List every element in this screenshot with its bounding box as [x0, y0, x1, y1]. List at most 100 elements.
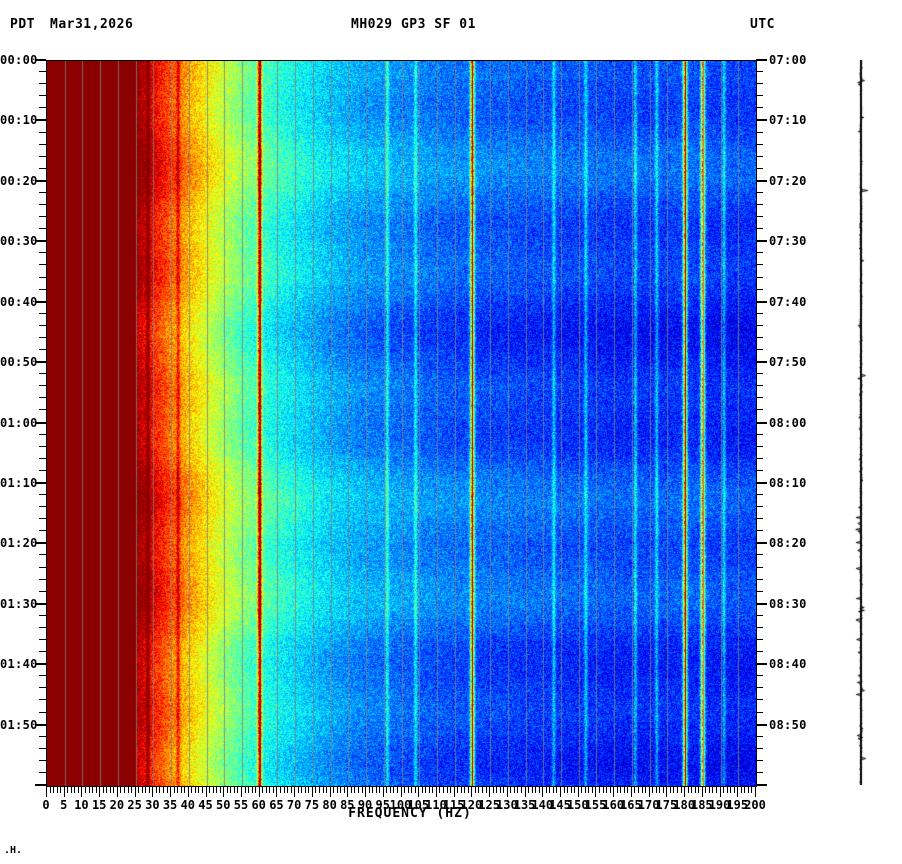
- y-tick-minor-right: [756, 191, 763, 193]
- x-label-160hz: 160: [602, 798, 625, 812]
- x-tick-minor: [411, 787, 412, 793]
- x-tick-minor: [439, 787, 440, 793]
- y-label-left-00-20: 00:20: [0, 173, 38, 188]
- x-tick-minor: [716, 787, 717, 793]
- x-tick-minor: [284, 787, 285, 793]
- y-tick-major-left: [35, 723, 46, 726]
- y-tick-major-left: [35, 361, 46, 364]
- x-tick-minor: [344, 787, 345, 793]
- x-tick-minor: [496, 787, 497, 793]
- corner-mark: .H.: [4, 845, 23, 856]
- x-tick-minor: [624, 787, 625, 793]
- y-tick-minor-right: [756, 759, 763, 761]
- x-tick-minor: [315, 787, 316, 793]
- x-tick-minor: [748, 787, 749, 793]
- y-tick-minor-right: [756, 445, 763, 447]
- x-tick-minor: [227, 787, 228, 793]
- y-tick-major-left: [35, 179, 46, 182]
- x-tick-major: [613, 787, 614, 797]
- x-tick-minor: [730, 787, 731, 793]
- y-tick-major-left: [35, 300, 46, 303]
- y-tick-major-right: [756, 240, 767, 243]
- y-tick-minor-left: [39, 578, 46, 580]
- y-tick-minor-right: [756, 578, 763, 580]
- x-tick-minor: [301, 787, 302, 793]
- x-tick-minor: [248, 787, 249, 793]
- spectrogram-plot[interactable]: [46, 60, 757, 787]
- x-tick-minor: [128, 787, 129, 793]
- x-label-50hz: 50: [216, 798, 231, 812]
- x-tick-minor: [450, 787, 451, 793]
- x-tick-minor: [60, 787, 61, 793]
- x-tick-minor: [408, 787, 409, 793]
- x-tick-minor: [546, 787, 547, 793]
- x-tick-minor: [145, 787, 146, 793]
- y-label-left-00-30: 00:30: [0, 234, 38, 249]
- x-label-190hz: 190: [708, 798, 731, 812]
- y-tick-major-right: [756, 602, 767, 605]
- x-tick-major: [684, 787, 685, 797]
- x-tick-minor: [535, 787, 536, 793]
- y-tick-minor-right: [756, 771, 763, 773]
- y-tick-minor-left: [39, 711, 46, 713]
- y-tick-minor-right: [756, 457, 763, 459]
- y-tick-minor-left: [39, 699, 46, 701]
- x-tick-minor: [415, 787, 416, 793]
- x-tick-minor: [326, 787, 327, 793]
- x-tick-minor: [581, 787, 582, 793]
- x-label-185hz: 185: [690, 798, 713, 812]
- x-label-155hz: 155: [584, 798, 607, 812]
- x-tick-minor: [369, 787, 370, 793]
- x-tick-minor: [245, 787, 246, 793]
- x-tick-minor: [549, 787, 550, 793]
- x-tick-major: [241, 787, 242, 797]
- x-tick-minor: [142, 787, 143, 793]
- y-tick-minor-left: [39, 445, 46, 447]
- y-tick-minor-left: [39, 216, 46, 218]
- x-tick-minor: [638, 787, 639, 793]
- y-tick-minor-right: [756, 747, 763, 749]
- x-tick-major: [560, 787, 561, 797]
- y-tick-minor-right: [756, 288, 763, 290]
- x-tick-minor: [482, 787, 483, 793]
- x-tick-minor: [177, 787, 178, 793]
- x-tick-minor: [627, 787, 628, 793]
- y-tick-minor-left: [39, 349, 46, 350]
- x-label-85hz: 85: [340, 798, 355, 812]
- x-tick-major: [755, 787, 756, 797]
- x-tick-major: [294, 787, 295, 797]
- x-tick-major: [649, 787, 650, 797]
- x-label-175hz: 175: [655, 798, 678, 812]
- x-tick-minor: [468, 787, 469, 793]
- y-tick-minor-right: [756, 626, 763, 628]
- x-tick-minor: [422, 787, 423, 793]
- y-tick-minor-left: [39, 469, 46, 471]
- y-label-left-00-10: 00:10: [0, 113, 38, 128]
- y-tick-minor-left: [39, 614, 46, 616]
- x-tick-minor: [556, 787, 557, 793]
- y-tick-minor-left: [39, 131, 46, 133]
- x-tick-minor: [230, 787, 231, 793]
- x-tick-major: [507, 787, 508, 797]
- x-label-180hz: 180: [673, 798, 695, 812]
- y-tick-minor-left: [39, 409, 46, 411]
- x-tick-minor: [163, 787, 164, 793]
- y-label-left-01-20: 01:20: [0, 536, 38, 551]
- x-tick-minor: [514, 787, 515, 793]
- y-tick-minor-right: [756, 349, 763, 350]
- x-tick-minor: [181, 787, 182, 793]
- y-tick-minor-right: [756, 373, 763, 375]
- x-label-15hz: 15: [91, 798, 107, 812]
- y-tick-minor-left: [39, 590, 46, 592]
- x-tick-major: [542, 787, 543, 797]
- x-tick-minor: [741, 787, 742, 793]
- x-tick-minor: [656, 787, 657, 793]
- x-tick-minor: [390, 787, 391, 793]
- x-tick-major: [46, 787, 47, 797]
- x-tick-minor: [723, 787, 724, 793]
- y-tick-major-left: [35, 784, 46, 786]
- y-tick-major-right: [756, 361, 767, 364]
- y-tick-minor-right: [756, 433, 763, 435]
- y-tick-minor-left: [39, 506, 46, 508]
- x-tick-major: [454, 787, 455, 797]
